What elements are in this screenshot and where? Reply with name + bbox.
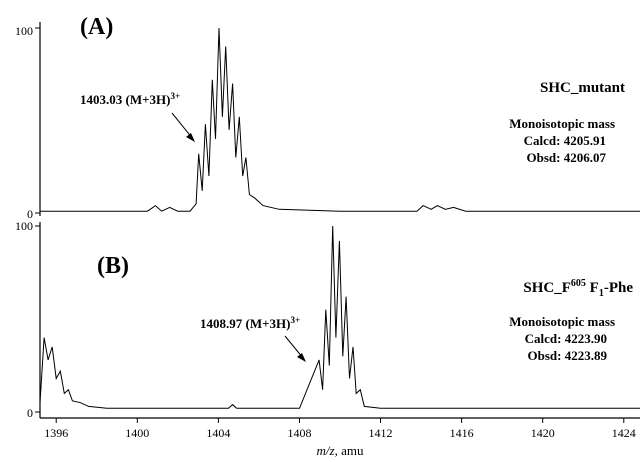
panel-a-mono-title: Monoisotopic mass	[509, 116, 615, 131]
panel-b-name: SHC_F605 F1-Phe	[523, 278, 633, 299]
x-tick-label-1420: 1420	[531, 426, 555, 440]
panel-b-annotations: (B) SHC_F605 F1-Phe 1408.97 (M+3H)3+ Mon…	[97, 253, 633, 363]
panel-a-letter: (A)	[80, 14, 113, 40]
panel-b-arrow	[284, 335, 304, 359]
spectrum-line-panel-a	[40, 27, 640, 212]
panel-a-obsd: Obsd: 4206.07	[527, 150, 607, 165]
x-ticks: 1396 1400 1404 1408 1412 1416 1420 1424	[44, 418, 636, 440]
panel-b-letter: (B)	[97, 253, 129, 279]
panel-a-annotations: (A) 1403.03 (M+3H)3+ SHC_mutant Monoisot…	[80, 14, 625, 165]
panel-b-mono-title: Monoisotopic mass	[509, 314, 615, 329]
panel-a-arrowhead	[186, 133, 195, 142]
x-axis-label: m/z, amu	[317, 443, 364, 458]
panel-a-peak-label: 1403.03 (M+3H)3+	[80, 91, 180, 107]
panel-b-calcd: Calcd: 4223.90	[525, 331, 607, 346]
axes	[39, 22, 640, 419]
panel-a-calcd: Calcd: 4205.91	[524, 133, 606, 148]
panel-b-obsd: Obsd: 4223.89	[528, 348, 608, 363]
x-tick-label-1416: 1416	[450, 426, 474, 440]
x-tick-label-1396: 1396	[44, 426, 68, 440]
y-tick-label-a-0: 0	[27, 207, 33, 221]
spectrum-line-panel-b	[39, 225, 640, 409]
x-tick-label-1404: 1404	[206, 426, 230, 440]
panel-b-arrowhead	[297, 353, 306, 362]
y-tick-label-b-0: 0	[27, 406, 33, 420]
y-tick-label-b-100: 100	[15, 219, 33, 233]
panel-a-name: SHC_mutant	[540, 80, 625, 96]
y-ticks: 100 0 100 0	[15, 24, 40, 420]
x-tick-label-1412: 1412	[369, 426, 393, 440]
y-tick-label-a-100: 100	[15, 24, 33, 38]
x-tick-label-1424: 1424	[612, 426, 636, 440]
x-tick-label-1400: 1400	[125, 426, 149, 440]
x-tick-label-1408: 1408	[287, 426, 311, 440]
panel-b-peak-label: 1408.97 (M+3H)3+	[200, 315, 300, 331]
